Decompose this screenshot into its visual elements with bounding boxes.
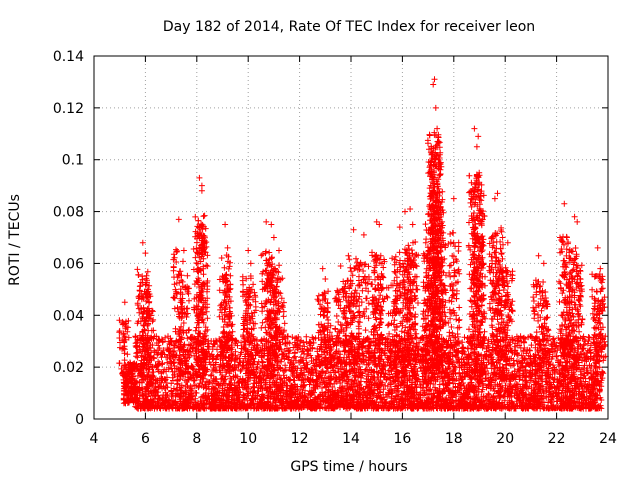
x-tick-label: 8 xyxy=(192,431,201,447)
x-tick-label: 10 xyxy=(239,431,257,447)
roti-point xyxy=(438,211,444,218)
roti-point xyxy=(245,247,252,254)
x-tick-label: 24 xyxy=(599,431,617,447)
roti-point xyxy=(535,252,542,259)
roti-point xyxy=(198,187,205,194)
roti-point xyxy=(430,81,437,88)
roti-point xyxy=(499,234,506,241)
roti-point xyxy=(491,195,498,202)
roti-point xyxy=(142,250,149,257)
roti-point xyxy=(268,221,275,228)
roti-point xyxy=(435,156,442,163)
x-tick-label: 6 xyxy=(141,431,150,447)
roti-point xyxy=(402,208,408,215)
roti-point xyxy=(473,143,480,150)
roti-point xyxy=(563,234,570,241)
roti-point xyxy=(145,286,151,293)
roti-point xyxy=(434,125,441,132)
roti-point xyxy=(196,174,203,181)
y-tick-labels: 0 0.02 0.04 0.06 0.08 0.1 0.12 0.14 xyxy=(53,49,84,428)
roti-point xyxy=(427,182,434,189)
roti-point xyxy=(139,239,146,246)
roti-point xyxy=(409,221,416,228)
roti-point xyxy=(247,260,254,267)
roti-point xyxy=(389,255,396,262)
roti-point xyxy=(360,231,367,238)
x-tick-label: 16 xyxy=(393,431,411,447)
roti-point xyxy=(263,218,270,225)
roti-point xyxy=(345,252,352,259)
roti-point xyxy=(319,265,326,272)
x-tick-labels: 4 6 8 10 12 14 16 18 20 22 24 xyxy=(90,431,617,447)
roti-point xyxy=(594,244,601,251)
x-tick-label: 12 xyxy=(291,431,309,447)
data-points xyxy=(116,76,609,412)
roti-point xyxy=(337,263,344,269)
y-tick-label: 0.02 xyxy=(53,360,84,376)
y-tick-label: 0.06 xyxy=(53,256,84,272)
y-axis-label: ROTI / TECUs xyxy=(7,194,23,286)
x-tick-label: 20 xyxy=(496,431,514,447)
roti-point xyxy=(322,276,329,282)
axis-ticks xyxy=(93,55,609,420)
roti-point xyxy=(571,213,578,220)
roti-point xyxy=(373,218,380,225)
roti-point-cloud xyxy=(116,129,609,412)
roti-point xyxy=(180,247,187,254)
roti-point xyxy=(432,104,439,111)
roti-point xyxy=(276,247,282,254)
x-tick-label: 18 xyxy=(445,431,463,447)
chart-title: Day 182 of 2014, Rate Of TEC Index for r… xyxy=(163,19,535,35)
roti-point xyxy=(597,265,604,272)
y-tick-label: 0.08 xyxy=(53,205,84,221)
roti-point xyxy=(222,221,229,228)
roti-point xyxy=(350,226,357,233)
roti-point xyxy=(270,234,277,241)
roti-point xyxy=(425,211,432,218)
x-tick-label: 4 xyxy=(90,431,99,447)
x-tick-label: 22 xyxy=(548,431,566,447)
roti-point xyxy=(574,218,581,225)
y-tick-label: 0.04 xyxy=(53,308,84,324)
roti-point xyxy=(476,172,483,179)
y-tick-label: 0.12 xyxy=(53,101,84,117)
roti-point xyxy=(124,351,131,358)
y-tick-label: 0 xyxy=(75,412,84,428)
roti-point xyxy=(475,133,482,140)
roti-point xyxy=(175,216,182,223)
roti-point xyxy=(450,195,457,202)
roti-point xyxy=(561,200,568,207)
x-axis-label: GPS time / hours xyxy=(290,459,407,475)
roti-point xyxy=(431,76,438,83)
y-tick-label: 0.14 xyxy=(53,49,84,65)
roti-point xyxy=(121,299,128,306)
roti-point xyxy=(224,244,231,251)
roti-point xyxy=(407,206,414,212)
roti-point xyxy=(540,260,547,267)
roti-point xyxy=(396,224,403,231)
x-tick-label: 14 xyxy=(342,431,360,447)
y-tick-label: 0.1 xyxy=(62,153,84,169)
roti-point xyxy=(376,221,383,228)
roti-point xyxy=(504,239,511,246)
roti-point xyxy=(471,125,478,132)
roti-point xyxy=(494,190,501,197)
roti-point xyxy=(198,182,205,189)
